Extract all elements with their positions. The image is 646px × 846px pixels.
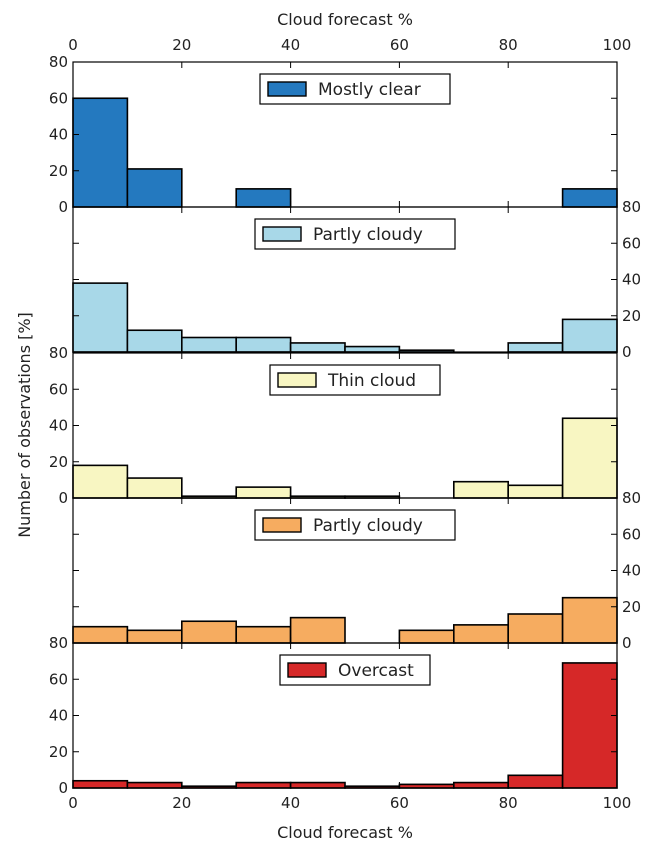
legend-label: Mostly clear <box>318 80 421 100</box>
y-tick-label: 80 <box>49 634 68 652</box>
y-tick-label: 20 <box>622 307 641 325</box>
y-tick-label: 60 <box>622 525 641 543</box>
legend-swatch <box>262 226 302 242</box>
histogram-bar <box>235 781 292 789</box>
y-tick-label: 40 <box>622 562 641 580</box>
legend-swatch <box>277 372 317 388</box>
histogram-bar <box>452 781 509 789</box>
histogram-bar <box>72 625 129 644</box>
x-tick-label-bottom: 40 <box>281 794 300 812</box>
y-tick-label: 60 <box>622 234 641 252</box>
y-tick-label: 20 <box>49 743 68 761</box>
y-tick-label: 40 <box>49 126 68 144</box>
legend-label: Thin cloud <box>327 371 416 391</box>
x-tick-label-bottom: 20 <box>172 794 191 812</box>
y-tick-label: 40 <box>49 417 68 435</box>
histogram-bar <box>507 484 564 499</box>
y-tick-label: 20 <box>49 162 68 180</box>
y-tick-label: 0 <box>622 343 632 361</box>
y-tick-label: 40 <box>49 707 68 725</box>
histogram-bar <box>235 625 292 644</box>
histogram-bar <box>561 318 618 353</box>
histogram-bar <box>507 774 564 789</box>
y-tick-label: 80 <box>622 198 641 216</box>
y-tick-label: 0 <box>58 489 68 507</box>
legend-label: Partly cloudy <box>313 225 423 245</box>
legend-label: Partly cloudy <box>313 516 423 536</box>
histogram-bar <box>72 97 129 208</box>
x-axis-title-top: Cloud forecast % <box>277 10 413 29</box>
histogram-bar <box>72 282 129 353</box>
x-tick-label-top: 60 <box>390 36 409 54</box>
histogram-bar <box>289 342 346 353</box>
y-axis-title: Number of observations [%] <box>15 312 34 538</box>
histogram-bar <box>561 188 618 208</box>
histogram-bar <box>289 616 346 644</box>
histogram-bar <box>561 417 618 499</box>
x-tick-label-bottom: 60 <box>390 794 409 812</box>
y-tick-label: 80 <box>622 489 641 507</box>
y-tick-label: 60 <box>49 670 68 688</box>
histogram-bar <box>507 342 564 353</box>
x-tick-label-bottom: 100 <box>603 794 632 812</box>
histogram-bar <box>235 336 292 353</box>
histogram-bar <box>181 620 238 644</box>
legend-swatch <box>262 517 302 533</box>
y-tick-label: 60 <box>49 380 68 398</box>
y-tick-label: 20 <box>622 598 641 616</box>
x-axis-title-bottom: Cloud forecast % <box>277 823 413 842</box>
histogram-bar <box>452 624 509 644</box>
histogram-bar <box>72 464 129 499</box>
histogram-bar <box>507 613 564 644</box>
x-tick-label-top: 0 <box>68 36 78 54</box>
y-tick-label: 80 <box>49 344 68 362</box>
histogram-bar <box>72 779 129 789</box>
histogram-bar <box>235 486 292 499</box>
x-tick-label-bottom: 80 <box>499 794 518 812</box>
histogram-bar <box>126 477 183 499</box>
x-tick-label-bottom: 0 <box>68 794 78 812</box>
histogram-bar <box>126 329 183 353</box>
histogram-bar <box>561 596 618 644</box>
y-tick-label: 0 <box>58 779 68 797</box>
x-tick-label-top: 80 <box>499 36 518 54</box>
x-tick-label-top: 20 <box>172 36 191 54</box>
x-tick-label-top: 100 <box>603 36 632 54</box>
y-tick-label: 80 <box>49 53 68 71</box>
histogram-bar <box>452 480 509 499</box>
histogram-bar <box>235 188 292 208</box>
histogram-bar <box>289 781 346 789</box>
y-tick-label: 0 <box>58 198 68 216</box>
legend-swatch <box>267 81 307 97</box>
x-tick-label-top: 40 <box>281 36 300 54</box>
y-tick-label: 20 <box>49 453 68 471</box>
legend-label: Overcast <box>338 661 414 681</box>
histogram-bar <box>398 629 455 644</box>
histogram-bar <box>181 336 238 353</box>
histogram-bar <box>126 168 183 208</box>
histogram-bar <box>126 629 183 644</box>
histogram-bar <box>344 345 401 353</box>
legend-swatch <box>287 662 327 678</box>
histogram-bar <box>561 662 618 789</box>
y-tick-label: 60 <box>49 89 68 107</box>
y-tick-label: 40 <box>622 271 641 289</box>
histogram-bar <box>126 781 183 789</box>
y-tick-label: 0 <box>622 634 632 652</box>
